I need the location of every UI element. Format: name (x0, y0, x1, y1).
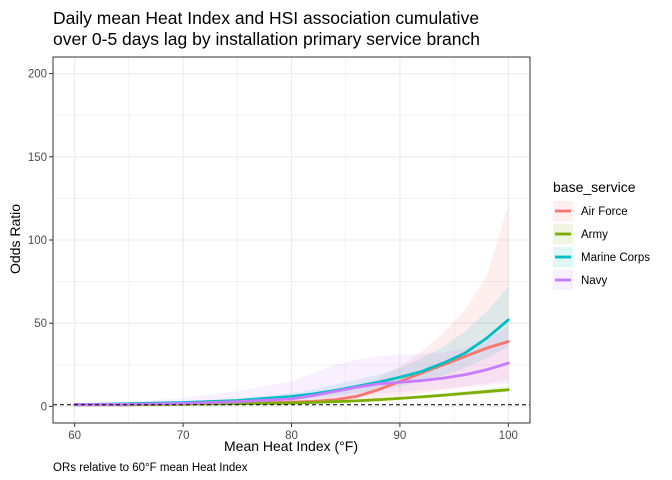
y-ticks: 0 50 100 150 200 (28, 69, 53, 413)
line-navy (73, 361, 510, 407)
y-tick-label: 50 (34, 318, 47, 330)
x-axis-title: Mean Heat Index (°F) (224, 438, 358, 454)
legend: base_service Air Force Army Marine Corps Na… (553, 179, 650, 290)
legend-label-marine-corps: Marine Corps (581, 252, 650, 264)
x-tick-label: 70 (177, 430, 190, 442)
x-tick-label: 90 (394, 430, 407, 442)
band-air-force (74, 205, 509, 406)
chart-caption: ORs relative to 60°F mean Heat Index (53, 462, 248, 474)
grid-lines (53, 57, 530, 423)
legend-key-navy (553, 270, 573, 290)
series-lines (73, 318, 510, 407)
x-tick-label: 100 (499, 430, 518, 442)
legend-label-army: Army (581, 229, 608, 241)
y-tick-label: 150 (28, 152, 47, 164)
y-tick-label: 0 (41, 401, 47, 413)
chart-title-line-1: Daily mean Heat Index and HSI associatio… (53, 8, 479, 28)
legend-key-marine-corps (553, 247, 573, 267)
band-marine-corps (74, 286, 509, 405)
legend-title: base_service (553, 179, 636, 195)
y-tick-label: 100 (28, 235, 47, 247)
x-tick-label: 80 (285, 430, 298, 442)
x-ticks: 60 70 80 90 100 (68, 423, 518, 442)
x-tick-label: 60 (68, 430, 81, 442)
legend-label-air-force: Air Force (581, 206, 628, 218)
chart-title-line-2: over 0-5 days lag by installation primar… (53, 29, 480, 49)
legend-label-navy: Navy (581, 275, 607, 287)
y-tick-label: 200 (28, 69, 47, 81)
legend-key-army (553, 224, 573, 244)
legend-key-air-force (553, 201, 573, 221)
y-axis-title: Odds Ratio (7, 204, 23, 274)
band-navy (74, 326, 509, 406)
